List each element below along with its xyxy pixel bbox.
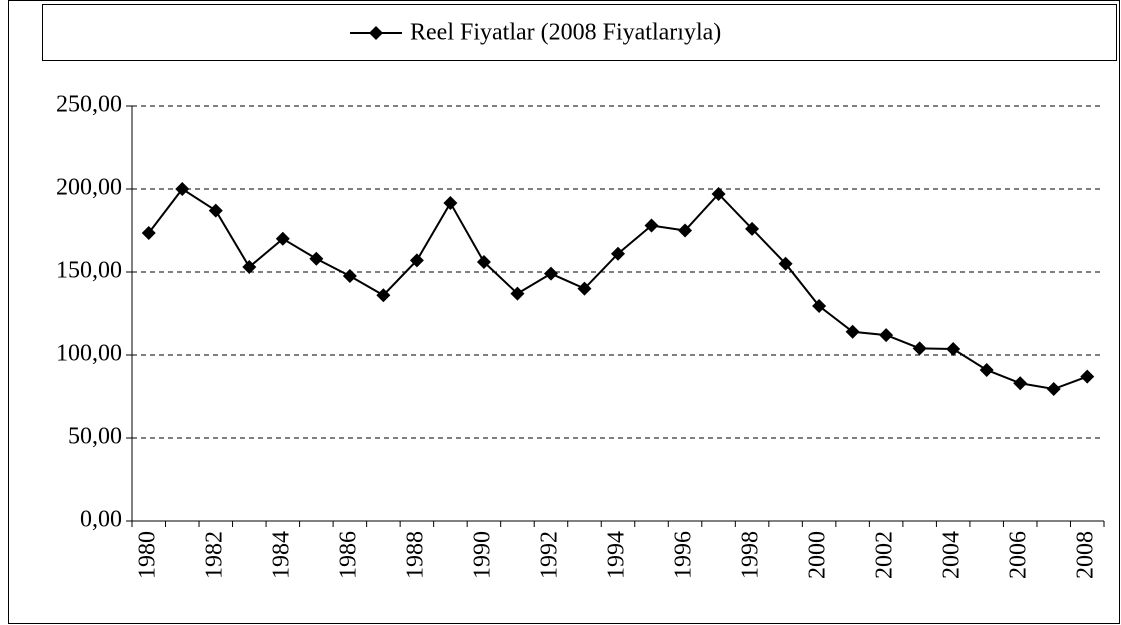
x-tick-label: 1994 — [604, 531, 630, 579]
x-tick-label: 2002 — [872, 531, 898, 579]
x-tick-label: 1998 — [738, 531, 764, 579]
marker — [309, 251, 324, 266]
legend-box — [42, 4, 1117, 61]
x-tick-label: 1982 — [201, 531, 227, 579]
marker — [510, 286, 525, 301]
x-tick-label: 2004 — [939, 531, 965, 579]
marker — [409, 253, 424, 268]
x-tick-label: 1986 — [335, 531, 361, 579]
marker — [275, 231, 290, 246]
marker — [678, 223, 693, 238]
x-tick-label: 1992 — [536, 531, 562, 579]
chart-frame — [8, 0, 1120, 624]
marker — [1046, 382, 1061, 397]
y-tick-label: 200,00 — [56, 175, 122, 201]
x-tick-label: 1988 — [402, 531, 428, 579]
legend-label: Reel Fiyatlar (2008 Fiyatlarıyla) — [410, 20, 721, 46]
marker — [879, 328, 894, 343]
marker — [778, 256, 793, 271]
y-tick-label: 100,00 — [56, 341, 122, 367]
y-tick-label: 150,00 — [56, 258, 122, 284]
marker — [946, 342, 961, 357]
x-tick-label: 1996 — [671, 531, 697, 579]
marker — [242, 260, 257, 275]
marker — [476, 255, 491, 270]
x-tick-label: 2000 — [805, 531, 831, 579]
x-tick-label: 1984 — [268, 531, 294, 579]
marker — [1080, 369, 1095, 384]
marker — [175, 182, 190, 196]
x-tick-label: 1980 — [134, 531, 160, 579]
marker — [711, 186, 726, 201]
marker — [979, 362, 994, 377]
y-tick-label: 250,00 — [56, 92, 122, 118]
y-tick-label: 0,00 — [80, 507, 122, 533]
marker — [912, 341, 927, 356]
marker — [644, 218, 659, 233]
marker — [342, 268, 357, 283]
marker — [745, 221, 760, 236]
x-tick-label: 2006 — [1006, 531, 1032, 579]
marker — [1013, 376, 1028, 391]
marker — [543, 266, 558, 281]
marker — [208, 203, 223, 218]
x-tick-label: 2008 — [1073, 531, 1099, 579]
y-tick-label: 50,00 — [68, 424, 122, 450]
marker — [611, 246, 625, 261]
marker — [812, 299, 827, 314]
marker — [845, 324, 860, 339]
marker — [376, 288, 391, 303]
x-tick-label: 1990 — [469, 531, 495, 579]
marker — [577, 281, 592, 296]
marker — [141, 225, 156, 240]
marker — [443, 195, 458, 210]
legend-marker — [369, 26, 383, 40]
